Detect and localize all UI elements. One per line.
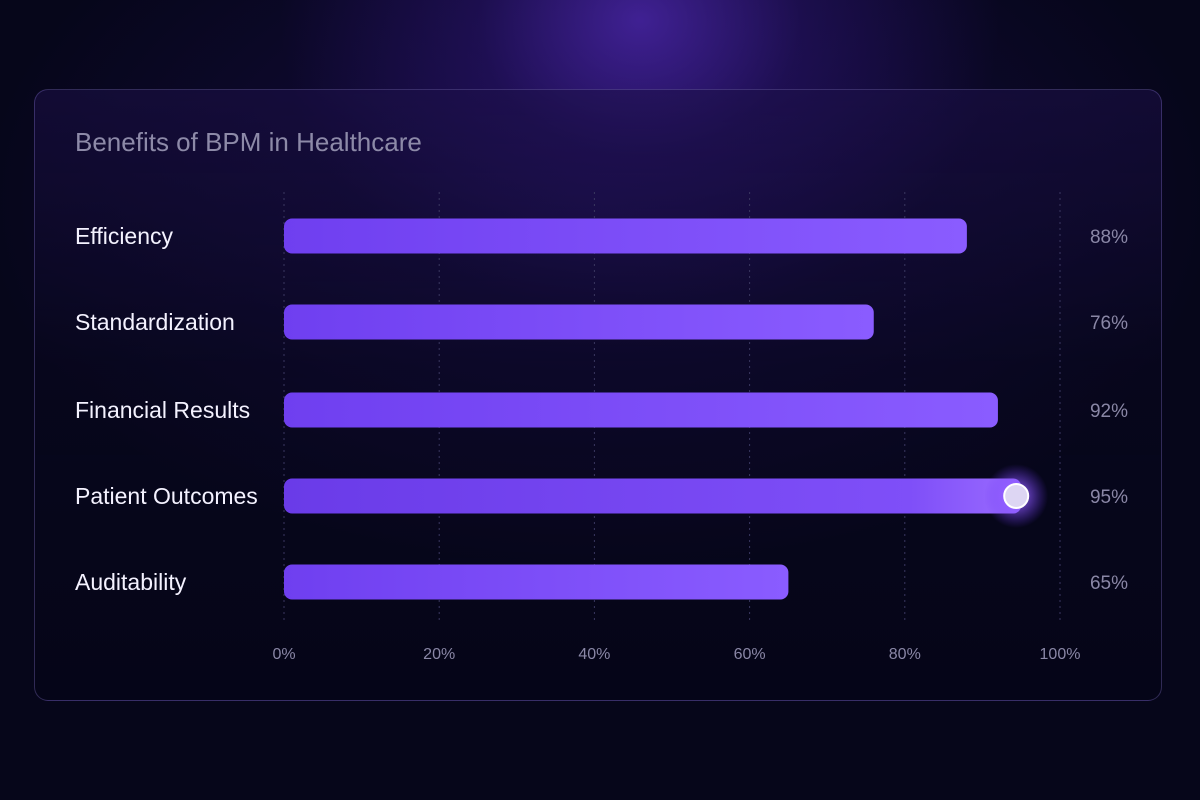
value-label: 88% — [1090, 227, 1128, 248]
bar-standardization[interactable] — [284, 304, 874, 340]
bar-financial-results[interactable] — [284, 392, 998, 428]
category-labels: Efficiency Standardization Financial Resul… — [75, 223, 258, 595]
bars — [284, 218, 1049, 600]
x-axis-ticks: 0% 20% 40% 60% 80% 100% — [272, 646, 1080, 663]
highlight-marker[interactable] — [1003, 483, 1030, 509]
x-tick-label: 20% — [423, 646, 455, 663]
chart-title: Benefits of BPM in Healthcare — [75, 127, 422, 157]
category-label: Standardization — [75, 309, 235, 335]
x-tick-label: 100% — [1040, 646, 1081, 663]
value-label: 65% — [1090, 573, 1128, 594]
value-label: 95% — [1090, 487, 1128, 508]
value-label: 76% — [1090, 313, 1128, 334]
x-tick-label: 0% — [272, 646, 295, 663]
category-label: Patient Outcomes — [75, 483, 258, 509]
x-tick-label: 80% — [889, 646, 921, 663]
category-label: Auditability — [75, 569, 187, 595]
category-label: Financial Results — [75, 397, 250, 423]
bar-auditability[interactable] — [284, 564, 789, 600]
bar-efficiency[interactable] — [284, 218, 967, 254]
x-tick-label: 60% — [734, 646, 766, 663]
category-label: Efficiency — [75, 223, 174, 249]
x-tick-label: 40% — [578, 646, 610, 663]
value-labels: 88% 76% 92% 95% 65% — [1090, 227, 1128, 594]
value-label: 92% — [1090, 401, 1128, 422]
bar-patient-outcomes[interactable] — [284, 478, 1022, 514]
